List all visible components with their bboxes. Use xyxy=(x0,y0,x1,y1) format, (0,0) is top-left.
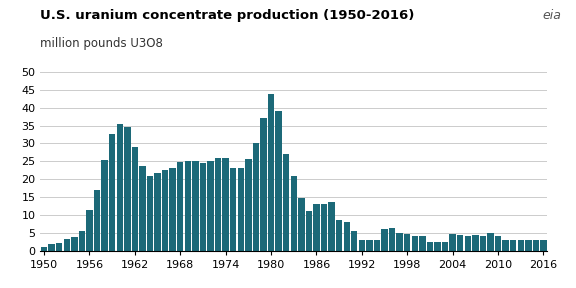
Bar xyxy=(306,211,312,251)
Bar xyxy=(533,240,539,251)
Text: million pounds U3O8: million pounds U3O8 xyxy=(40,37,163,50)
Bar xyxy=(290,176,297,251)
Bar xyxy=(396,233,403,251)
Bar xyxy=(192,161,199,251)
Bar xyxy=(124,127,131,251)
Bar xyxy=(510,240,516,251)
Bar xyxy=(480,236,486,251)
Bar xyxy=(116,124,123,251)
Bar xyxy=(207,161,214,251)
Text: eia: eia xyxy=(543,9,562,22)
Bar xyxy=(412,236,418,251)
Bar xyxy=(427,242,433,251)
Bar xyxy=(185,161,191,251)
Bar xyxy=(434,242,441,251)
Bar xyxy=(389,228,395,251)
Bar xyxy=(41,247,47,251)
Bar xyxy=(177,162,184,251)
Bar xyxy=(525,240,532,251)
Bar xyxy=(449,234,456,251)
Bar xyxy=(71,237,78,251)
Bar xyxy=(109,134,115,251)
Bar xyxy=(351,231,358,251)
Bar xyxy=(79,231,85,251)
Bar xyxy=(328,202,335,251)
Bar xyxy=(343,222,350,251)
Bar xyxy=(132,147,138,251)
Bar xyxy=(94,190,100,251)
Bar xyxy=(442,242,448,251)
Bar xyxy=(237,168,244,251)
Bar xyxy=(321,204,327,251)
Bar xyxy=(283,154,289,251)
Bar xyxy=(162,170,168,251)
Bar xyxy=(336,220,342,251)
Bar xyxy=(101,160,108,251)
Bar xyxy=(472,235,479,251)
Bar xyxy=(86,210,93,251)
Bar xyxy=(48,244,55,251)
Bar xyxy=(222,158,229,251)
Bar xyxy=(419,236,426,251)
Bar xyxy=(465,236,471,251)
Bar xyxy=(56,243,62,251)
Bar xyxy=(359,240,365,251)
Bar xyxy=(298,198,305,251)
Bar xyxy=(374,240,380,251)
Bar xyxy=(313,204,320,251)
Bar xyxy=(245,160,252,251)
Bar xyxy=(154,173,161,251)
Bar xyxy=(230,168,237,251)
Bar xyxy=(147,176,153,251)
Bar xyxy=(502,240,509,251)
Bar xyxy=(404,234,411,251)
Bar xyxy=(169,168,176,251)
Bar xyxy=(381,229,388,251)
Bar xyxy=(268,94,274,251)
Bar xyxy=(517,240,524,251)
Bar xyxy=(200,163,206,251)
Bar xyxy=(215,158,221,251)
Bar xyxy=(540,240,547,251)
Bar xyxy=(366,240,373,251)
Bar xyxy=(275,111,282,251)
Text: U.S. uranium concentrate production (1950-2016): U.S. uranium concentrate production (195… xyxy=(40,9,415,22)
Bar xyxy=(495,236,501,251)
Bar xyxy=(260,118,267,251)
Bar xyxy=(63,239,70,251)
Bar xyxy=(253,143,259,251)
Bar xyxy=(457,235,464,251)
Bar xyxy=(487,233,494,251)
Bar xyxy=(139,166,146,251)
